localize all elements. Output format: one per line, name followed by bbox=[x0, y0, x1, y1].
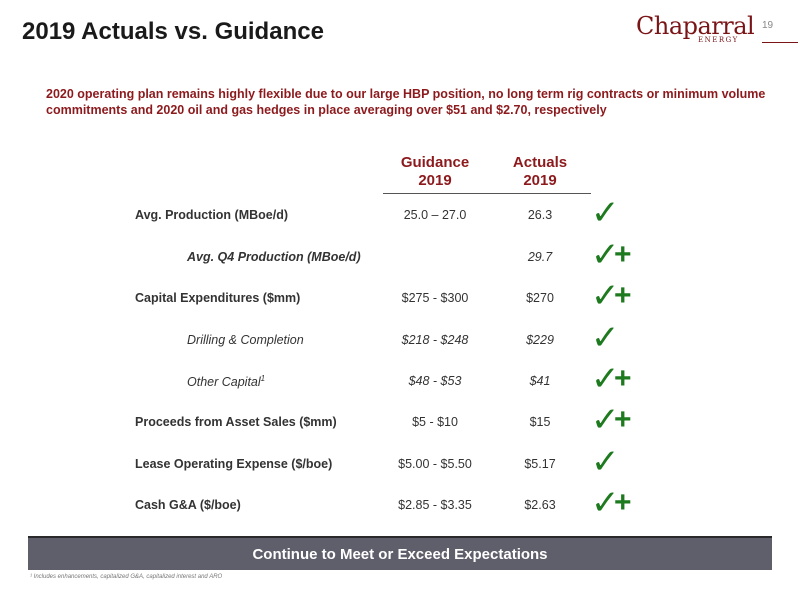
row-guidance-drilling-completion: $218 - $248 bbox=[401, 333, 469, 347]
row-actual-cash-ga: $2.63 bbox=[524, 498, 556, 512]
banner-text: Continue to Meet or Exceed Expectations bbox=[252, 545, 548, 563]
checkmark-icon: ✓ bbox=[591, 276, 620, 316]
footnote-marker: 1 bbox=[260, 374, 266, 383]
checkmark-icon: ✓ bbox=[591, 193, 620, 233]
page-number: 19 bbox=[762, 20, 774, 31]
row-guidance-avg-production: 25.0 – 27.0 bbox=[403, 208, 467, 222]
row-label-q4-production: Avg. Q4 Production (MBoe/d) bbox=[187, 250, 361, 264]
checkmark-icon: ✓ bbox=[591, 318, 620, 358]
actuals-column-header: Actuals 2019 bbox=[490, 154, 590, 190]
actuals-header-line1: Actuals bbox=[512, 154, 568, 171]
row-label-loe: Lease Operating Expense ($/boe) bbox=[135, 457, 333, 471]
slide-subtitle: 2020 operating plan remains highly flexi… bbox=[46, 87, 766, 117]
logo-wordmark: Chaparral bbox=[636, 12, 755, 40]
row-actual-avg-production: 26.3 bbox=[527, 208, 553, 222]
other-capital-text: Other Capital bbox=[187, 375, 261, 390]
checkmark-icon: ✓ bbox=[591, 359, 620, 399]
checkmark-icon: ✓ bbox=[591, 483, 620, 523]
row-actual-other-capital: $41 bbox=[529, 374, 551, 388]
row-guidance-other-capital: $48 - $53 bbox=[408, 374, 462, 388]
conclusion-banner: Continue to Meet or Exceed Expectations bbox=[28, 536, 772, 570]
plus-icon: + bbox=[614, 362, 632, 395]
row-actual-capex: $270 bbox=[526, 291, 554, 305]
row-label-other-capital: Other Capital1 bbox=[187, 374, 265, 389]
row-actual-loe: $5.17 bbox=[524, 457, 556, 471]
plus-icon: + bbox=[614, 279, 632, 312]
row-label-asset-sales: Proceeds from Asset Sales ($mm) bbox=[135, 415, 337, 429]
row-actual-q4-production: 29.7 bbox=[527, 250, 553, 264]
row-label-cash-ga: Cash G&A ($/boe) bbox=[135, 498, 241, 512]
row-guidance-asset-sales: $5 - $10 bbox=[412, 415, 458, 429]
checkmark-icon: ✓ bbox=[591, 400, 620, 440]
row-guidance-capex: $275 - $300 bbox=[401, 291, 469, 305]
row-guidance-cash-ga: $2.85 - $3.35 bbox=[398, 498, 472, 512]
plus-icon: + bbox=[614, 238, 632, 271]
guidance-header-line1: Guidance bbox=[400, 154, 470, 171]
actuals-header-line2: 2019 bbox=[523, 172, 557, 189]
logo-subtext: ENERGY bbox=[698, 36, 739, 44]
header-rule bbox=[762, 42, 798, 43]
slide-title: 2019 Actuals vs. Guidance bbox=[22, 18, 324, 45]
chaparral-logo: Chaparral ENERGY bbox=[636, 12, 756, 46]
guidance-column-header: Guidance 2019 bbox=[380, 154, 490, 190]
checkmark-icon: ✓ bbox=[591, 442, 620, 482]
row-actual-asset-sales: $15 bbox=[529, 415, 551, 429]
checkmark-icon: ✓ bbox=[591, 235, 620, 275]
header-divider bbox=[383, 193, 591, 194]
guidance-header-line2: 2019 bbox=[418, 172, 452, 189]
row-label-drilling-completion: Drilling & Completion bbox=[187, 333, 304, 347]
plus-icon: + bbox=[614, 486, 632, 519]
plus-icon: + bbox=[614, 403, 632, 436]
row-label-capex: Capital Expenditures ($mm) bbox=[135, 291, 301, 305]
row-label-avg-production: Avg. Production (MBoe/d) bbox=[135, 208, 288, 222]
row-guidance-loe: $5.00 - $5.50 bbox=[398, 457, 472, 471]
footnote: ¹ Includes enhancements, capitalized G&A… bbox=[30, 574, 223, 580]
row-actual-drilling-completion: $229 bbox=[526, 333, 554, 347]
